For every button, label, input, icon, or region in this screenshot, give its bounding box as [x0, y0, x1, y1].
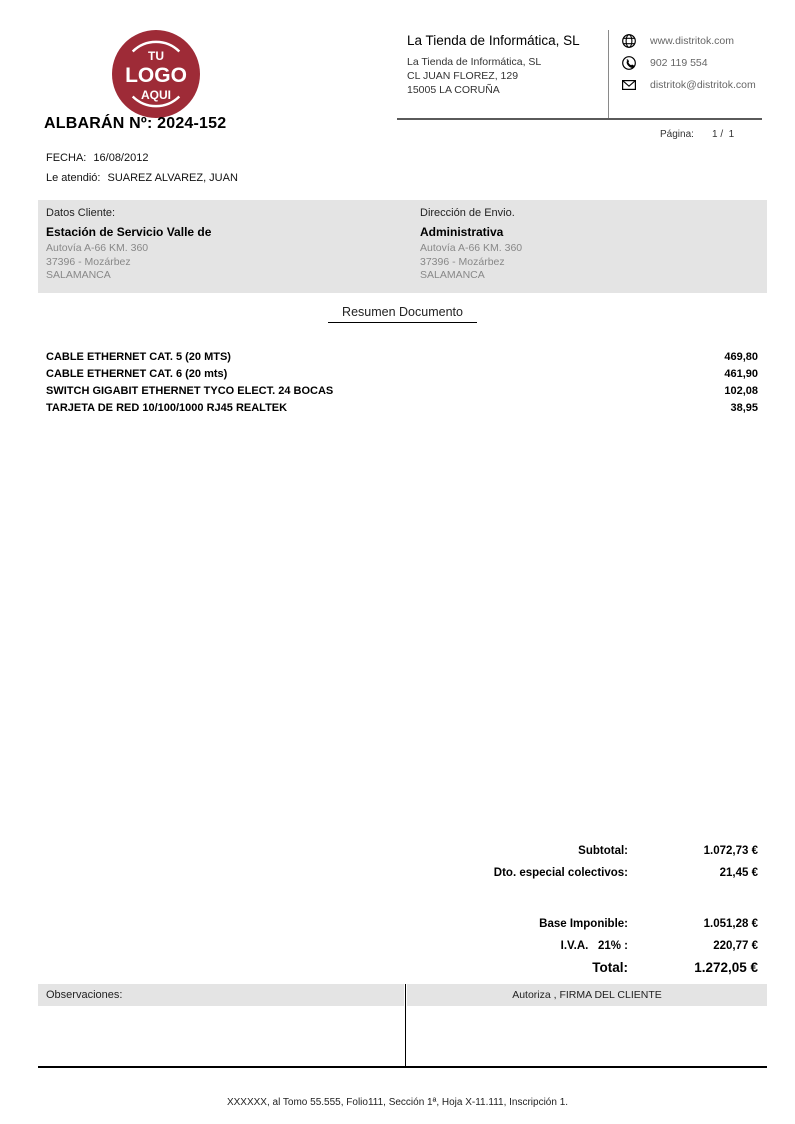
client-address-line: Autovía A-66 KM. 360	[46, 242, 149, 254]
observaciones-label: Observaciones:	[46, 989, 123, 1001]
item-description: CABLE ETHERNET CAT. 6 (20 mts)	[46, 368, 228, 380]
autoriza-bar: Autoriza , FIRMA DEL CLIENTE	[407, 984, 767, 1006]
fecha-row: FECHA: 16/08/2012	[46, 152, 148, 164]
globe-icon	[622, 34, 636, 48]
shipping-name: Administrativa	[420, 225, 504, 239]
client-data-section: Datos Cliente: Estación de Servicio Vall…	[38, 200, 412, 293]
subtotal-row: Subtotal: 1.072,73 €	[38, 840, 758, 862]
atendio-value: SUAREZ ALVAREZ, JUAN	[107, 172, 238, 184]
page-indicator: Página: 1 / 1	[660, 129, 760, 140]
company-email: distritok@distritok.com	[650, 79, 756, 91]
signature-vertical-divider	[405, 984, 406, 1068]
subtotal-label: Subtotal:	[578, 845, 628, 857]
table-row: TARJETA DE RED 10/100/1000 RJ45 REALTEK …	[38, 400, 758, 417]
iva-row: I.V.A. 21% : 220,77 €	[38, 935, 758, 957]
base-imponible-label: Base Imponible:	[539, 918, 628, 930]
discount-row: Dto. especial colectivos: 21,45 €	[38, 862, 758, 884]
fecha-value: 16/08/2012	[93, 152, 149, 164]
logo-line1: TU	[148, 49, 164, 63]
iva-label: I.V.A. 21% :	[560, 940, 628, 952]
iva-value: 220,77 €	[713, 940, 758, 952]
table-row: CABLE ETHERNET CAT. 6 (20 mts) 461,90	[38, 366, 758, 383]
signature-bottom-rule	[38, 1066, 767, 1068]
base-imponible-row: Base Imponible: 1.051,28 €	[38, 913, 758, 935]
company-address-line: 15005 LA CORUÑA	[407, 84, 500, 96]
website-row: www.distritok.com	[621, 33, 781, 49]
item-description: CABLE ETHERNET CAT. 5 (20 MTS)	[46, 351, 231, 363]
pagina-label: Página:	[660, 129, 694, 140]
header-horizontal-rule	[397, 118, 762, 120]
resumen-title: Resumen Documento	[328, 305, 477, 323]
item-description: SWITCH GIGABIT ETHERNET TYCO ELECT. 24 B…	[46, 385, 334, 397]
grand-total-row: Total: 1.272,05 €	[38, 957, 758, 979]
base-imponible-value: 1.051,28 €	[703, 918, 758, 930]
company-logo-icon: TU LOGO AQUI	[112, 30, 200, 118]
client-label: Datos Cliente:	[46, 207, 116, 219]
fecha-label: FECHA:	[46, 152, 87, 164]
discount-value: 21,45 €	[719, 867, 758, 879]
phone-row: 902 119 554	[621, 55, 781, 71]
atendio-row: Le atendió: SUAREZ ALVAREZ, JUAN	[46, 172, 238, 184]
contact-block: www.distritok.com 902 119 554 distritok@…	[621, 33, 781, 99]
item-amount: 102,08	[724, 385, 758, 397]
client-address-line: SALAMANCA	[46, 269, 111, 281]
shipping-address-line: 37396 - Mozárbez	[420, 255, 505, 268]
subtotal-value: 1.072,73 €	[703, 845, 758, 857]
logo-line3: AQUI	[141, 88, 171, 102]
company-name: La Tienda de Informática, SL	[407, 33, 580, 48]
email-row: distritok@distritok.com	[621, 77, 781, 93]
company-address-line: CL JUAN FLOREZ, 129	[407, 70, 519, 82]
item-description: TARJETA DE RED 10/100/1000 RJ45 REALTEK	[46, 402, 288, 414]
header-vertical-divider	[608, 30, 609, 119]
item-amount: 469,80	[724, 351, 758, 363]
table-row: SWITCH GIGABIT ETHERNET TYCO ELECT. 24 B…	[38, 383, 758, 400]
atendio-label: Le atendió:	[46, 172, 101, 184]
company-phone: 902 119 554	[650, 57, 708, 69]
item-amount: 38,95	[730, 402, 758, 414]
document-title: ALBARÁN Nº: 2024-152	[44, 115, 227, 132]
discount-label: Dto. especial colectivos:	[493, 867, 628, 879]
shipping-label: Dirección de Envio.	[420, 207, 515, 219]
totals-group-taxes: Base Imponible: 1.051,28 € I.V.A. 21% : …	[38, 913, 758, 979]
envelope-icon	[622, 79, 637, 91]
grand-total-label: Total:	[592, 960, 628, 975]
client-address-line: 37396 - Mozárbez	[46, 255, 131, 268]
client-name: Estación de Servicio Valle de	[46, 225, 212, 239]
grand-total-value: 1.272,05 €	[694, 960, 758, 975]
observaciones-bar: Observaciones:	[38, 984, 404, 1006]
company-website: www.distritok.com	[650, 35, 735, 47]
company-block: La Tienda de Informática, SL La Tienda d…	[407, 33, 602, 97]
legal-footer: XXXXXX, al Tomo 55.555, Folio111, Secció…	[226, 1097, 569, 1108]
items-list: CABLE ETHERNET CAT. 5 (20 MTS) 469,80 CA…	[38, 349, 758, 417]
pagina-value: 1 / 1	[712, 129, 735, 140]
shipping-address-line: SALAMANCA	[420, 269, 485, 281]
phone-icon	[622, 56, 636, 70]
shipping-section: Dirección de Envio. Administrativa Autov…	[412, 200, 767, 293]
logo-line2: LOGO	[125, 64, 187, 87]
table-row: CABLE ETHERNET CAT. 5 (20 MTS) 469,80	[38, 349, 758, 366]
autoriza-label: Autoriza , FIRMA DEL CLIENTE	[512, 989, 662, 1001]
company-address-line: La Tienda de Informática, SL	[407, 56, 542, 68]
totals-section: Subtotal: 1.072,73 € Dto. especial colec…	[38, 840, 758, 979]
client-shipping-box: Datos Cliente: Estación de Servicio Vall…	[38, 200, 767, 293]
resumen-section: Resumen Documento	[38, 303, 767, 323]
shipping-address-line: Autovía A-66 KM. 360	[420, 242, 523, 254]
item-amount: 461,90	[724, 368, 758, 380]
totals-group-discounts: Subtotal: 1.072,73 € Dto. especial colec…	[38, 840, 758, 884]
